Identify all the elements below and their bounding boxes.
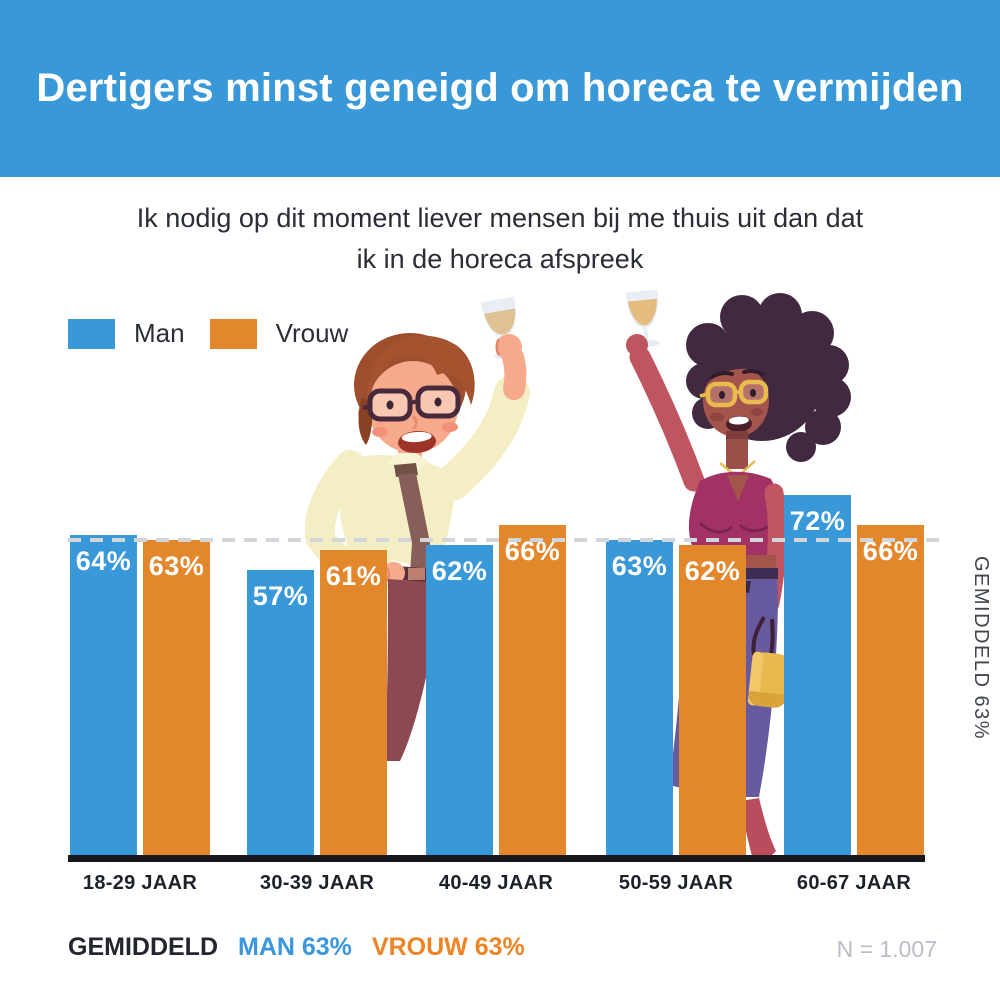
axis-label-30-39-jaar: 30-39 JAAR (259, 872, 375, 894)
axis-label-60-67-jaar: 60-67 JAAR (796, 872, 912, 894)
bar-value-label: 66% (504, 536, 561, 566)
footer-vrouw-summary: VROUW 63% (371, 933, 525, 961)
legend-item-vrouw: Vrouw (209, 318, 349, 349)
subtitle-line-1: Ik nodig op dit moment liever mensen bij… (136, 203, 864, 233)
high-heel-shoe (741, 798, 776, 856)
axis-label-50-59-jaar: 50-59 JAAR (618, 872, 734, 894)
bar-value-label: 66% (862, 536, 919, 566)
bar-value-label: 61% (325, 561, 382, 591)
woman-wine-glass-icon (625, 289, 660, 348)
x-axis-baseline (68, 855, 925, 862)
handbag (747, 616, 790, 708)
legend-item-man: Man (68, 318, 185, 349)
bar-value-label: 63% (611, 551, 668, 581)
bar-value-label: 62% (684, 556, 741, 586)
bar-vrouw-40-49-jaar: 66% (499, 525, 566, 857)
axis-label-18-29-jaar: 18-29 JAAR (82, 872, 198, 894)
bar-vrouw-50-59-jaar: 62% (679, 545, 746, 857)
footer-man-summary: MAN 63% (238, 933, 352, 961)
bar-vrouw-60-67-jaar: 66% (857, 525, 924, 857)
vrouw-color-swatch (209, 318, 257, 349)
bar-value-label: 72% (789, 506, 846, 536)
bar-man-50-59-jaar: 63% (606, 540, 673, 857)
bar-vrouw-18-29-jaar: 63% (143, 540, 210, 857)
bar-man-40-49-jaar: 62% (426, 545, 493, 857)
subtitle-line-2: ik in de horeca afspreek (356, 244, 644, 274)
average-line-annotation: GEMIDDELD 63% (970, 556, 992, 740)
bar-man-18-29-jaar: 64% (70, 535, 137, 857)
footer-average-label: GEMIDDELD (68, 933, 218, 961)
bar-vrouw-30-39-jaar: 61% (320, 550, 387, 857)
sample-size-label: N = 1.007 (836, 936, 937, 962)
bar-value-label: 62% (431, 556, 488, 586)
header-banner: Dertigers minst geneigd om horeca te ver… (0, 0, 1000, 177)
bar-man-60-67-jaar: 72% (784, 495, 851, 857)
legend-label-man: Man (134, 318, 185, 348)
axis-label-40-49-jaar: 40-49 JAAR (438, 872, 554, 894)
chart-legend: Man Vrouw (68, 318, 348, 349)
bar-value-label: 57% (252, 581, 309, 611)
bar-value-label: 64% (75, 546, 132, 576)
chart-subtitle: Ik nodig op dit moment liever mensen bij… (0, 198, 1000, 280)
page-title: Dertigers minst geneigd om horeca te ver… (36, 66, 964, 110)
footer-summary: GEMIDDELD MAN 63% VROUW 63% (68, 933, 525, 962)
bar-man-30-39-jaar: 57% (247, 570, 314, 857)
legend-label-vrouw: Vrouw (275, 318, 349, 348)
bar-value-label: 63% (148, 551, 205, 581)
woman-glasses-icon (699, 379, 769, 408)
man-color-swatch (68, 318, 115, 349)
average-dashed-line (68, 538, 945, 542)
